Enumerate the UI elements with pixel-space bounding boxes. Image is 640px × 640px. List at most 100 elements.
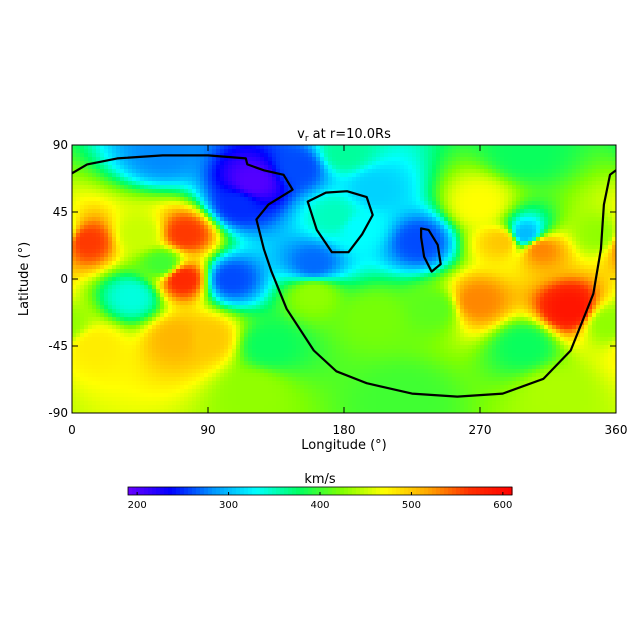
heatmap-cell — [260, 149, 265, 154]
heatmap-cell — [556, 173, 561, 178]
heatmap-cell — [612, 237, 616, 242]
heatmap-cell — [384, 149, 389, 154]
heatmap-cell — [388, 245, 393, 250]
heatmap-cell — [112, 161, 117, 166]
heatmap-cell — [332, 225, 337, 230]
heatmap-cell — [496, 221, 501, 226]
heatmap-cell — [100, 185, 105, 190]
heatmap-cell — [372, 245, 377, 250]
heatmap-cell — [236, 197, 241, 202]
heatmap-cell — [356, 253, 361, 258]
heatmap-cell — [516, 229, 521, 234]
heatmap-cell — [284, 261, 289, 266]
heatmap-cell — [388, 193, 393, 198]
heatmap-cell — [188, 161, 193, 166]
heatmap-cell — [328, 265, 333, 270]
heatmap-cell — [304, 209, 309, 214]
heatmap-cell — [548, 189, 553, 194]
heatmap-cell — [360, 213, 365, 218]
heatmap-cell — [108, 185, 113, 190]
heatmap-cell — [364, 193, 369, 198]
heatmap-cell — [136, 145, 141, 150]
heatmap-cell — [608, 181, 613, 186]
heatmap-cell — [248, 253, 253, 258]
heatmap-cell — [360, 281, 365, 286]
heatmap-cell — [244, 221, 249, 226]
heatmap-cell — [460, 229, 465, 234]
heatmap-cell — [580, 145, 585, 150]
heatmap-cell — [416, 253, 421, 258]
heatmap-cell — [544, 261, 549, 266]
heatmap-cell — [400, 269, 405, 274]
heatmap-cell — [512, 281, 517, 286]
heatmap-cell — [296, 229, 301, 234]
heatmap-cell — [592, 213, 597, 218]
heatmap-cell — [96, 285, 101, 290]
heatmap-cell — [400, 201, 405, 206]
heatmap-cell — [144, 269, 149, 274]
heatmap-cell — [96, 145, 101, 150]
heatmap-cell — [252, 169, 257, 174]
heatmap-cell — [576, 185, 581, 190]
heatmap-cell — [536, 213, 541, 218]
heatmap-cell — [288, 233, 293, 238]
heatmap-cell — [596, 161, 601, 166]
heatmap-cell — [376, 249, 381, 254]
heatmap-cell — [404, 153, 409, 158]
heatmap-cell — [568, 189, 573, 194]
heatmap-cell — [144, 197, 149, 202]
heatmap-cell — [580, 249, 585, 254]
heatmap-cell — [144, 277, 149, 282]
heatmap-cell — [376, 213, 381, 218]
heatmap-cell — [132, 201, 137, 206]
heatmap-cell — [592, 165, 597, 170]
heatmap-cell — [132, 209, 137, 214]
heatmap-cell — [496, 169, 501, 174]
heatmap-cell — [308, 285, 313, 290]
heatmap-cell — [344, 169, 349, 174]
heatmap-cell — [396, 269, 401, 274]
heatmap-cell — [344, 245, 349, 250]
heatmap-cell — [536, 245, 541, 250]
heatmap-cell — [88, 153, 93, 158]
heatmap-cell — [124, 285, 129, 290]
heatmap-cell — [520, 153, 525, 158]
heatmap-cell — [420, 153, 425, 158]
heatmap-cell — [400, 161, 405, 166]
heatmap-cell — [544, 173, 549, 178]
heatmap-cell — [392, 157, 397, 162]
heatmap-cell — [468, 245, 473, 250]
heatmap-cell — [388, 253, 393, 258]
heatmap-cell — [284, 237, 289, 242]
heatmap-cell — [456, 149, 461, 154]
heatmap-cell — [172, 273, 177, 278]
heatmap-cell — [108, 289, 113, 294]
heatmap-cell — [96, 249, 101, 254]
heatmap-cell — [540, 173, 545, 178]
heatmap-cell — [328, 261, 333, 266]
heatmap-cell — [76, 145, 81, 150]
heatmap-cell — [452, 237, 457, 242]
heatmap-cell — [160, 277, 165, 282]
heatmap-cell — [332, 285, 337, 290]
heatmap-cell — [596, 185, 601, 190]
heatmap-cell — [376, 265, 381, 270]
heatmap-cell — [312, 157, 317, 162]
heatmap-cell — [332, 177, 337, 182]
heatmap-cell — [360, 161, 365, 166]
heatmap-cell — [100, 245, 105, 250]
heatmap-cell — [96, 209, 101, 214]
heatmap-cell — [492, 225, 497, 230]
heatmap-cell — [492, 265, 497, 270]
heatmap-cell — [500, 229, 505, 234]
heatmap-cell — [448, 261, 453, 266]
heatmap-cell — [84, 173, 89, 178]
heatmap-cell — [388, 273, 393, 278]
heatmap-cell — [596, 237, 601, 242]
heatmap-cell — [140, 145, 145, 150]
heatmap-cell — [332, 209, 337, 214]
heatmap-cell — [248, 249, 253, 254]
heatmap-cell — [276, 245, 281, 250]
heatmap-cell — [316, 189, 321, 194]
heatmap-cell — [512, 177, 517, 182]
